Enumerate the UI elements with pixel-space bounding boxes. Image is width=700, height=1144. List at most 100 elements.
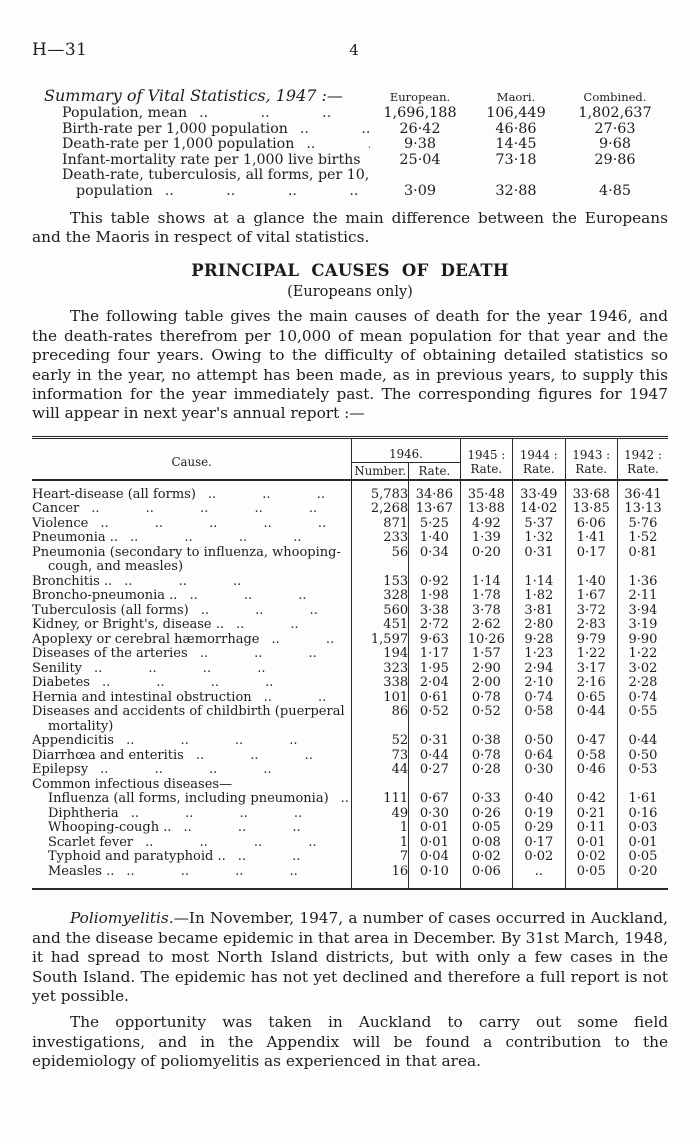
cause-label: Diarrhœa and enteritis: [32, 748, 184, 763]
rate-1942-cell: 3·94: [616, 603, 668, 619]
cause-cell: Pneumonia (secondary to influenza, whoop…: [32, 546, 352, 575]
rate-1946-cell: 1·17: [408, 647, 461, 662]
death-table-row: Diarrhœa and enteritis .. .. .. 73 0·44 0…: [32, 748, 668, 764]
cause-label: Common infectious diseases—: [32, 777, 233, 792]
rate-1945-cell: 0·26: [459, 806, 513, 822]
rate-1945-cell: 0·78: [459, 690, 513, 706]
death-table-header: Cause. 1946. 1945 : Rate. 1944 : Rate. 194…: [32, 437, 668, 480]
cause-cell: Influenza (all forms, including pneumoni…: [32, 792, 352, 807]
death-table-row: Scarlet fever .. .. .. .. 1 0·01 0·08 0·1…: [32, 835, 668, 851]
summary-value-combined: 9·68: [598, 136, 632, 153]
rate-1943-cell: 1·40: [564, 574, 618, 590]
rate-1945-cell: 0·20: [459, 545, 513, 575]
death-table-row: Pneumonia (secondary to influenza, whoop…: [32, 545, 668, 575]
rate-1945-cell: [459, 777, 513, 793]
rate-1945-cell: 1·78: [459, 589, 513, 604]
rate-1944-cell: 0·74: [512, 690, 566, 706]
rate-1942-cell: 0·16: [616, 806, 668, 822]
cause-cell: Scarlet fever .. .. .. ..: [32, 836, 352, 851]
number-cell: 1: [351, 835, 409, 851]
death-table-row: Heart-disease (all forms).. .. .. 5,783 …: [32, 479, 668, 503]
rate-1944-cell: 5·37: [512, 516, 566, 532]
rate-1942-cell: 3·02: [616, 661, 668, 677]
rate-1942-cell: 0·81: [616, 545, 668, 575]
col-header-1942: 1942 : Rate.: [616, 437, 668, 480]
dot-leader: .. .. .. ..: [145, 835, 317, 850]
summary-row: Population, mean .. .. .. 1,696,188 106,4…: [32, 105, 668, 122]
dot-leader: .. .. .. .. ..: [100, 516, 327, 531]
rate-1942-cell: 0·05: [616, 850, 668, 865]
rate-1942-cell: 9·90: [616, 632, 668, 648]
death-table-row: Apoplexy or cerebral hæmorrhage .. .. 1,5…: [32, 632, 668, 648]
rate-1946-cell: 0·52: [408, 705, 461, 735]
cause-label: Diabetes: [32, 676, 90, 691]
summary-value-european: 9·38: [403, 136, 437, 153]
col-header-rate: Rate.: [408, 462, 461, 480]
dot-leader: .. ..: [237, 850, 301, 865]
rate-1945-cell: 4·92: [459, 516, 513, 532]
rate-1944-cell: 2·94: [512, 661, 566, 677]
rate-1946-cell: 0·04: [408, 850, 461, 865]
dot-leader: .. .. .. ..: [130, 806, 303, 821]
dot-leader: .. .. ..: [189, 589, 307, 604]
cause-label: Diseases of the arteries: [32, 647, 188, 662]
dot-leader: .. .. .. ..: [164, 183, 359, 199]
cause-cell: Pneumonia .. .. .. .. ..: [32, 531, 352, 546]
rate-1942-cell: 0·03: [616, 821, 668, 836]
death-table-row: Common infectious diseases—: [32, 777, 668, 793]
rate-1946-cell: 34·86: [408, 479, 461, 503]
dot-leader: ..: [340, 792, 349, 807]
rate-1945-cell: 3·78: [459, 603, 513, 619]
number-cell: 49: [351, 806, 409, 822]
death-table-row: Tuberculosis (all forms) .. .. .. 560 3·3…: [32, 603, 668, 619]
dot-leader: .. .. .. .. ..: [91, 502, 318, 517]
rate-1943-cell: 33·68: [564, 479, 618, 503]
rate-1944-cell: 0·17: [512, 835, 566, 851]
summary-col-maori: Maori.: [496, 90, 536, 104]
rate-1945-cell: 1·57: [459, 647, 513, 662]
rate-1945-cell: 0·78: [459, 748, 513, 764]
dot-leader: .. .. ..: [199, 106, 332, 121]
number-cell: 73: [351, 748, 409, 764]
rate-1944-cell: 14·02: [512, 502, 566, 517]
rate-1946-cell: 13·67: [408, 502, 461, 517]
rate-1943-cell: 9·79: [564, 632, 618, 648]
rate-1944-cell: ..: [512, 864, 566, 890]
summary-row: Death-rate per 1,000 population .. .. 9·3…: [32, 137, 668, 153]
summary-row: population .. .. .. .. 3·09 32·88 4·85: [32, 183, 668, 200]
rate-1944-cell: 0·50: [512, 734, 566, 749]
rate-1943-cell: 0·46: [564, 763, 618, 778]
dot-leader: .. ..: [306, 137, 370, 153]
rate-1945-cell: 1·14: [459, 574, 513, 590]
cause-label: Typhoid and paratyphoid ..: [48, 850, 226, 865]
cause-label: Measles ..: [48, 864, 115, 879]
death-table-row: Cancer .. .. .. .. .. 2,268 13·67 13·88 1…: [32, 502, 668, 517]
rate-1942-cell: 0·74: [616, 690, 668, 706]
summary-value-european: 26·42: [399, 120, 441, 137]
rate-1942-cell: 0·01: [616, 835, 668, 851]
rate-1946-cell: 0·67: [408, 792, 461, 807]
rate-1944-cell: 1·32: [512, 531, 566, 546]
summary-row-label: population: [76, 183, 153, 199]
cause-cell: Diarrhœa and enteritis .. .. ..: [32, 749, 352, 764]
dot-leader: .. .. .. ..: [126, 864, 298, 879]
cause-cell: Bronchitis .. .. .. ..: [32, 575, 352, 590]
cause-cell: Epilepsy .. .. .. ..: [32, 763, 352, 778]
summary-row-label: Death-rate, tuberculosis, all forms, per…: [62, 168, 370, 184]
death-table-row: Senility .. .. .. .. 323 1·95 2·90 2·94 3…: [32, 661, 668, 677]
rate-1943-cell: 2·83: [564, 618, 618, 633]
rate-1946-cell: 0·34: [408, 545, 461, 575]
rate-1943-cell: 0·05: [564, 864, 618, 890]
table-intro-paragraph: The following table gives the main cause…: [32, 307, 668, 423]
cause-cell: Heart-disease (all forms) .. .. ..: [32, 480, 352, 503]
cause-label: Whooping-cough ..: [48, 821, 172, 836]
summary-value-combined: [562, 168, 668, 184]
summary-value-european: [370, 168, 470, 184]
rate-1944-cell: 33·49: [512, 479, 566, 503]
cause-cell: Diphtheria .. .. .. ..: [32, 807, 352, 822]
rate-1946-cell: 2·04: [408, 676, 461, 691]
rate-1943-cell: [564, 777, 618, 793]
summary-value-combined: 27·63: [594, 120, 636, 137]
rate-1944-cell: 1·14: [512, 574, 566, 590]
summary-row: Infant-mortality rate per 1,000 live bir…: [32, 152, 668, 169]
